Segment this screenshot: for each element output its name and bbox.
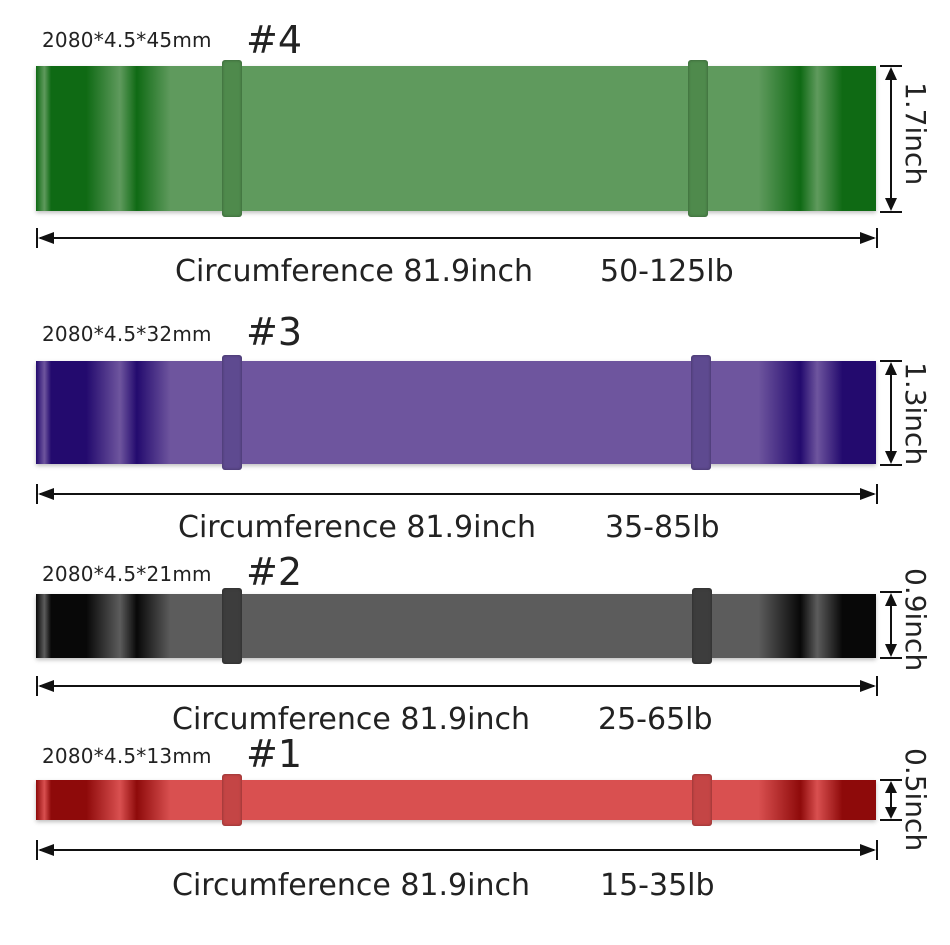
- width-dimension-arrow: [880, 779, 902, 821]
- band-clip-right: [692, 588, 712, 664]
- resistance-band: [36, 774, 876, 826]
- resistance-band: [36, 355, 876, 470]
- width-label: 0.5inch: [899, 748, 932, 852]
- width-label: 1.7inch: [899, 82, 932, 186]
- band-clip-right: [692, 774, 712, 826]
- band-number: #4: [246, 18, 303, 62]
- resistance-label: 15-35lb: [600, 868, 715, 903]
- circumference-dimension-arrow: [36, 228, 878, 248]
- width-label: 0.9inch: [899, 568, 932, 672]
- resistance-band: [36, 588, 876, 664]
- circumference-label: Circumference 81.9inch: [172, 868, 530, 903]
- circumference-dimension-arrow: [36, 840, 878, 860]
- band-dimensions: 2080*4.5*45mm: [42, 28, 212, 52]
- band-clip-right: [688, 60, 708, 217]
- band-dimensions: 2080*4.5*13mm: [42, 744, 212, 768]
- width-dimension-arrow: [880, 360, 902, 466]
- width-dimension-arrow: [880, 591, 902, 659]
- band-clip-left: [222, 60, 242, 217]
- circumference-label: Circumference 81.9inch: [172, 702, 530, 737]
- resistance-label: 35-85lb: [605, 510, 720, 545]
- width-label: 1.3inch: [899, 362, 932, 466]
- circumference-dimension-arrow: [36, 484, 878, 504]
- resistance-band: [36, 60, 876, 217]
- circumference-label: Circumference 81.9inch: [175, 254, 533, 289]
- circumference-label: Circumference 81.9inch: [178, 510, 536, 545]
- band-clip-right: [691, 355, 711, 470]
- band-number: #2: [246, 550, 303, 594]
- band-number: #3: [246, 310, 303, 354]
- band-clip-left: [222, 588, 242, 664]
- resistance-label: 25-65lb: [598, 702, 713, 737]
- band-clip-left: [222, 774, 242, 826]
- band-clip-left: [222, 355, 242, 470]
- circumference-dimension-arrow: [36, 676, 878, 696]
- band-dimensions: 2080*4.5*21mm: [42, 562, 212, 586]
- band-number: #1: [246, 732, 303, 776]
- band-dimensions: 2080*4.5*32mm: [42, 322, 212, 346]
- resistance-label: 50-125lb: [600, 254, 734, 289]
- width-dimension-arrow: [880, 65, 902, 213]
